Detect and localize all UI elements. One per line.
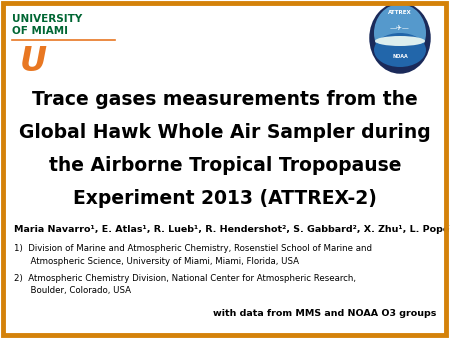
Text: the Airborne Tropical Tropopause: the Airborne Tropical Tropopause xyxy=(49,156,401,175)
Text: U: U xyxy=(20,45,47,78)
Text: OF MIAMI: OF MIAMI xyxy=(12,26,68,36)
Ellipse shape xyxy=(374,4,426,62)
Text: UNIVERSITY: UNIVERSITY xyxy=(12,14,82,24)
Ellipse shape xyxy=(371,4,429,72)
Text: with data from MMS and NOAA O3 groups: with data from MMS and NOAA O3 groups xyxy=(212,309,436,318)
Text: Trace gases measurements from the: Trace gases measurements from the xyxy=(32,90,418,109)
Text: 1)  Division of Marine and Atmospheric Chemistry, Rosenstiel School of Marine an: 1) Division of Marine and Atmospheric Ch… xyxy=(14,244,372,266)
Text: Global Hawk Whole Air Sampler during: Global Hawk Whole Air Sampler during xyxy=(19,123,431,142)
Ellipse shape xyxy=(375,36,425,46)
Text: —✈—: —✈— xyxy=(390,25,410,31)
Text: Experiment 2013 (ATTREX-2): Experiment 2013 (ATTREX-2) xyxy=(73,189,377,208)
Text: 2)  Atmospheric Chemistry Division, National Center for Atmospheric Research,
  : 2) Atmospheric Chemistry Division, Natio… xyxy=(14,274,356,295)
Ellipse shape xyxy=(374,33,426,67)
Text: NOAA: NOAA xyxy=(392,53,408,58)
Text: Maria Navarro¹, E. Atlas¹, R. Lueb¹, R. Hendershot², S. Gabbard², X. Zhu¹, L. Po: Maria Navarro¹, E. Atlas¹, R. Lueb¹, R. … xyxy=(14,225,450,234)
Text: ATTREX: ATTREX xyxy=(388,10,412,16)
